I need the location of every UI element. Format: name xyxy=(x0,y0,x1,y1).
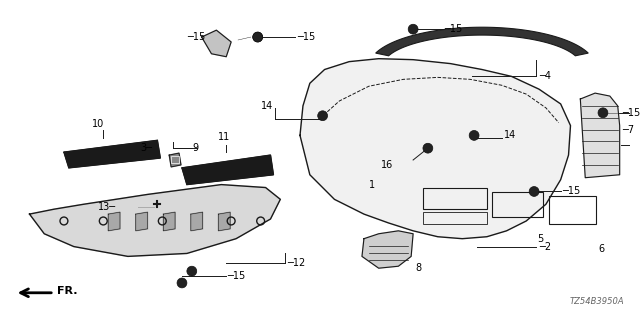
Bar xyxy=(423,212,487,224)
Text: ─2: ─2 xyxy=(539,242,551,252)
Text: 16: 16 xyxy=(381,160,394,170)
Polygon shape xyxy=(108,212,120,231)
Polygon shape xyxy=(580,93,620,178)
Polygon shape xyxy=(169,153,181,167)
Text: 3─: 3─ xyxy=(140,143,152,153)
Polygon shape xyxy=(218,212,230,231)
Circle shape xyxy=(177,278,187,288)
Text: ─15: ─15 xyxy=(445,24,463,34)
Text: ─12: ─12 xyxy=(287,258,305,268)
Text: 14: 14 xyxy=(261,101,273,111)
Text: FR.: FR. xyxy=(57,286,77,296)
Polygon shape xyxy=(182,155,273,185)
Polygon shape xyxy=(362,231,413,268)
Circle shape xyxy=(253,32,262,42)
Text: ─15: ─15 xyxy=(621,108,640,118)
Polygon shape xyxy=(191,212,203,231)
Circle shape xyxy=(187,266,196,276)
Text: TZ54B3950A: TZ54B3950A xyxy=(570,297,625,306)
Text: ─7: ─7 xyxy=(621,125,634,135)
Circle shape xyxy=(598,108,608,118)
Text: 8: 8 xyxy=(415,263,421,273)
Polygon shape xyxy=(64,140,161,168)
Circle shape xyxy=(469,131,479,140)
Bar xyxy=(492,192,543,217)
Text: ─15: ─15 xyxy=(563,187,581,196)
Circle shape xyxy=(253,32,262,42)
Circle shape xyxy=(423,143,433,153)
Circle shape xyxy=(408,24,418,34)
Polygon shape xyxy=(202,30,231,57)
Text: ─15: ─15 xyxy=(187,32,205,42)
Text: 9: 9 xyxy=(193,143,199,153)
Text: 14: 14 xyxy=(504,131,516,140)
Bar xyxy=(423,188,487,209)
Text: 5: 5 xyxy=(537,234,543,244)
Text: 1: 1 xyxy=(369,180,375,189)
Text: ─4: ─4 xyxy=(539,71,551,81)
Text: 6: 6 xyxy=(598,244,604,253)
Polygon shape xyxy=(163,212,175,231)
Text: ─15: ─15 xyxy=(297,32,316,42)
Text: 13─: 13─ xyxy=(98,202,116,212)
Polygon shape xyxy=(29,185,280,256)
Text: ─15: ─15 xyxy=(227,271,246,281)
Circle shape xyxy=(529,187,539,196)
Polygon shape xyxy=(300,59,570,239)
Bar xyxy=(171,156,179,163)
Text: 11: 11 xyxy=(218,132,230,142)
Bar xyxy=(549,196,596,224)
Polygon shape xyxy=(376,27,588,56)
Circle shape xyxy=(317,111,328,121)
Polygon shape xyxy=(136,212,148,231)
Text: 10: 10 xyxy=(92,118,104,129)
